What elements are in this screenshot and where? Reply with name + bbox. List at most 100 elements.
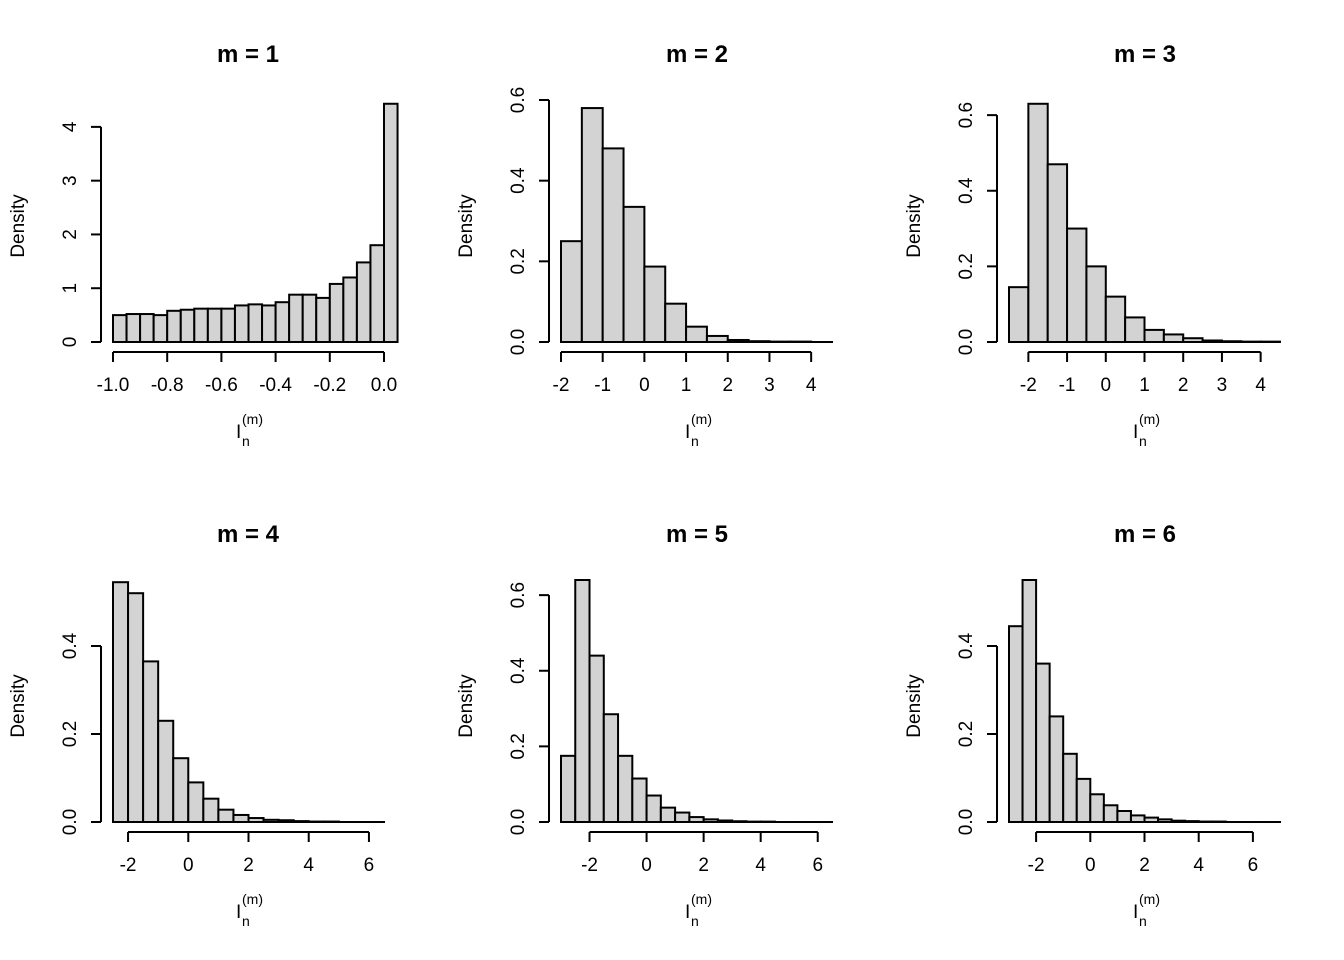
x-tick-label: 0: [183, 855, 194, 876]
y-axis-label: Density: [904, 674, 925, 738]
histogram-bar: [288, 293, 304, 343]
x-tick-label: -0.6: [205, 375, 238, 396]
histogram-bar: [1182, 337, 1204, 344]
panel-title: m = 2: [666, 41, 728, 68]
histogram-bar: [383, 102, 399, 344]
x-tick-label: -0.8: [151, 375, 184, 396]
x-tick-label: 4: [1255, 375, 1266, 396]
histogram-bar: [664, 302, 688, 343]
panel-m4: m = 4 -2 0 2 4 6 0.0 0.2 0.4 Density I n (m): [8, 521, 386, 929]
histogram-bar: [315, 296, 331, 343]
histogram-bar: [292, 820, 310, 823]
y-tick-label: 0.2: [508, 733, 529, 759]
x-tick-label: 4: [303, 855, 314, 876]
y-tick-label: 0.0: [956, 329, 977, 355]
histogram-bar: [659, 806, 677, 824]
x-tick-label: 2: [243, 855, 254, 876]
histogram-bar: [631, 777, 648, 824]
x-tick-label: 3: [1217, 375, 1228, 396]
x-axis-label-subscript: n: [1139, 433, 1147, 449]
histogram-bar: [731, 820, 748, 823]
x-tick-label: 0: [641, 855, 652, 876]
histogram-bar: [674, 811, 691, 823]
histogram-bar: [1157, 818, 1173, 823]
y-tick-label: 0.4: [508, 657, 529, 684]
x-tick-label: -0.2: [313, 375, 346, 396]
y-tick-label: 0.6: [956, 102, 977, 128]
y-tick-label: 0.0: [508, 329, 529, 355]
histogram-bar: [1048, 715, 1065, 824]
x-axis-label: I: [685, 902, 690, 923]
panel-title: m = 6: [1114, 521, 1176, 548]
x-tick-label: 2: [698, 855, 709, 876]
histogram-bar: [643, 265, 667, 343]
x-tick-label: -1: [594, 375, 611, 396]
x-tick-label: -1.0: [97, 375, 130, 396]
histogram-bar: [274, 301, 291, 344]
histogram-bar: [688, 816, 705, 824]
histogram-bar: [193, 307, 209, 344]
x-tick-label: -2: [581, 855, 598, 876]
x-tick-label: -2: [120, 855, 137, 876]
histogram-bar: [1062, 752, 1078, 823]
histogram-bar: [705, 334, 729, 344]
histogram-bar: [1066, 227, 1088, 343]
histogram-bar: [645, 794, 662, 824]
histogram-bar: [1124, 316, 1146, 344]
histogram-bar: [601, 147, 625, 343]
histogram-bar: [172, 757, 190, 824]
histogram-bar: [112, 314, 128, 343]
x-tick-label: 4: [755, 855, 766, 876]
x-tick-label: 2: [722, 375, 733, 396]
x-axis-label: I: [685, 422, 690, 443]
y-tick-label: 0.4: [956, 177, 977, 204]
x-tick-label: 6: [812, 855, 823, 876]
x-axis-label-superscript: (m): [242, 411, 263, 427]
panel-title: m = 1: [217, 41, 279, 68]
histogram-bar: [369, 244, 386, 343]
histogram-bar: [1089, 793, 1105, 824]
y-tick-label: 0.0: [60, 809, 81, 835]
x-axis-label-superscript: (m): [691, 411, 712, 427]
x-axis-label-superscript: (m): [1139, 891, 1160, 907]
histogram-bar: [233, 304, 250, 343]
bars: [1008, 579, 1281, 824]
bars: [560, 579, 833, 824]
histogram-bar: [1102, 804, 1119, 824]
x-tick-label: 4: [1193, 855, 1204, 876]
y-tick-label: 0.6: [508, 582, 529, 608]
histogram-bar: [166, 309, 182, 343]
histogram-bar: [702, 818, 719, 823]
x-axis-label-subscript: n: [242, 433, 250, 449]
histogram-bar: [617, 754, 634, 824]
histogram-bar: [685, 325, 708, 344]
x-tick-label: 0: [639, 375, 650, 396]
histogram-bar: [1085, 265, 1107, 344]
x-tick-label: 2: [1139, 855, 1150, 876]
histogram-bar: [716, 819, 734, 823]
histogram-bar: [1220, 340, 1243, 343]
y-tick-label: 2: [60, 229, 81, 240]
histogram-bar: [277, 819, 295, 823]
histogram-bar: [1021, 579, 1038, 823]
x-tick-label: 4: [806, 375, 817, 396]
y-tick-label: 0.2: [956, 721, 977, 747]
x-axis-label-subscript: n: [242, 913, 250, 929]
y-axis-label: Density: [456, 674, 477, 738]
y-axis-label: Density: [8, 194, 29, 258]
histogram-bar: [574, 579, 591, 823]
histogram-bar: [622, 205, 646, 343]
y-axis-label: Density: [8, 674, 29, 738]
x-tick-label: -0.4: [259, 375, 292, 396]
y-tick-label: 0: [60, 337, 81, 348]
y-tick-label: 0.6: [508, 87, 529, 113]
histogram-bar: [1162, 333, 1185, 344]
x-axis-label: I: [236, 422, 241, 443]
histogram-bar: [112, 581, 130, 824]
y-tick-label: 0.2: [956, 253, 977, 279]
histogram-bar: [1104, 295, 1127, 344]
x-axis-label: I: [1133, 422, 1138, 443]
histogram-bar: [301, 293, 318, 343]
x-axis-label-subscript: n: [691, 913, 699, 929]
panel-m6: m = 6 -2 0 2 4 6 0.0 0.2 0.4 Density I n (m): [904, 521, 1281, 929]
